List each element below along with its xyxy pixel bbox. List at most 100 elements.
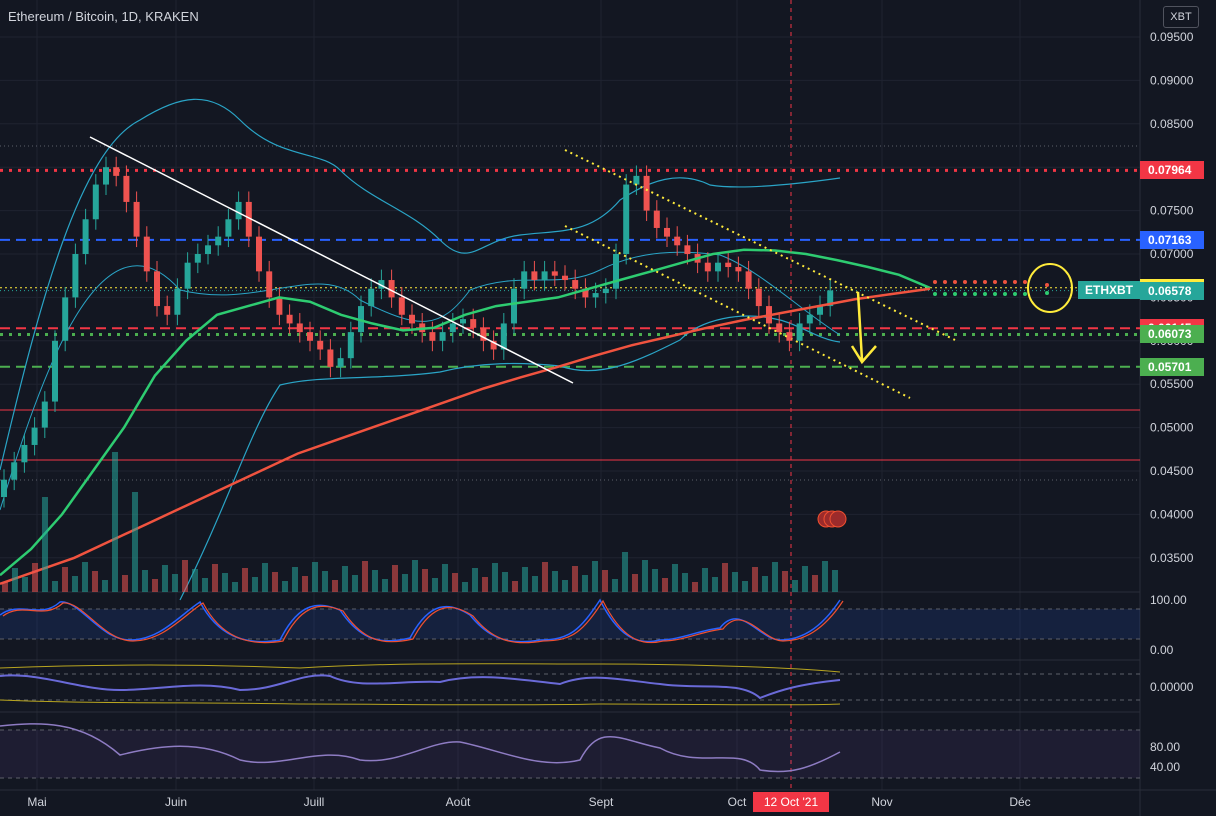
y-tick-label: 0.04000 [1150,507,1194,521]
stoch-tick-label: 0.00 [1150,643,1174,657]
y-tick-label: 0.09500 [1150,30,1194,44]
candle-body [164,306,171,315]
candle-body [52,340,58,402]
symbol-tag: ETHXBT [1078,281,1140,299]
volume-bar [792,580,798,592]
event-marker [829,510,847,528]
volume-bar [772,562,778,592]
volume-bar [572,566,578,592]
x-tick-label: Déc [1009,795,1030,809]
candle-body [643,175,650,211]
rsi-tick-label: 40.00 [1150,760,1180,774]
candle-body [296,323,303,333]
candle-body [245,201,252,237]
volume-bar [342,566,348,592]
volume-bar [582,575,588,592]
candle-body [521,271,528,289]
highlight-circle [1027,263,1073,313]
projection-dot [953,292,957,296]
candle-body [133,201,140,237]
volume-bar [432,578,438,592]
volume-bar [32,563,38,592]
highlight-dot [1045,283,1049,287]
candle-body [31,427,38,445]
volume-bar [282,581,288,592]
volume-bar [662,578,668,592]
candle-body [786,332,793,341]
candle-body [11,462,18,480]
currency-button[interactable]: XBT [1163,6,1199,28]
candle-body [715,262,721,272]
projection-dot [973,292,977,296]
volume-bar [542,562,548,592]
volume-bar [82,562,88,592]
candle-body [378,280,385,289]
volume-bar [452,573,458,592]
x-tick-label: Juill [304,795,325,809]
candle-body [41,401,48,428]
candle-body [755,288,762,307]
volume-bar [642,560,648,592]
projection-dot [1003,292,1007,296]
candle-body [684,245,691,254]
candle-body [827,290,834,307]
candle-body [317,340,324,350]
candle-body [531,271,538,281]
candle-body [184,262,191,289]
candle-body [154,271,160,307]
highlight-dot [1045,291,1049,295]
candle-body [602,288,609,294]
candle-body [266,271,273,298]
rsi-tick-label: 80.00 [1150,740,1180,754]
stoch-k-line [0,598,841,643]
candle-body [174,288,181,315]
candle-body [674,236,681,246]
volume-bar [2,582,8,592]
projection-dot [1013,280,1017,284]
candle-body [143,236,150,272]
price-level-tag: 0.07163 [1140,230,1204,249]
volume-bar [102,580,108,592]
projection-dot [973,280,977,284]
volume-bar [162,565,168,592]
volume-bar [292,567,298,592]
candle-body [276,297,283,315]
candle-body [439,332,446,341]
y-tick-label: 0.05000 [1150,421,1194,435]
price-level-tag: 0.05701 [1140,357,1204,376]
y-tick-label: 0.05500 [1150,377,1194,391]
projection-dot [933,292,937,296]
volume-bar [482,577,488,592]
candle-body [449,323,456,333]
price-level-tag: 0.07964 [1140,161,1204,180]
candle-body [796,323,803,341]
y-tick-label: 0.07500 [1150,204,1194,218]
candle-body [72,254,79,298]
macd-tick-label: 0.00000 [1150,680,1194,694]
macd-upper-band [0,663,841,673]
y-tick-label: 0.03500 [1150,551,1194,565]
volume-bar [742,581,748,592]
chart-title: Ethereum / Bitcoin, 1D, KRAKEN [8,9,199,24]
volume-bar [242,568,248,592]
volume-bar [612,579,618,592]
cursor-date-tag: 12 Oct '21 [753,792,829,812]
volume-bar [172,574,178,592]
candle-body [582,288,589,298]
x-tick-label: Juin [165,795,187,809]
volume-bar [302,576,308,592]
volume-bar [672,564,678,592]
ema-slow-line [0,287,931,585]
volume-bar [812,575,818,592]
volume-bar [112,452,118,592]
projection-dot [983,280,987,284]
target-arrow [850,291,877,365]
candle-body [704,262,711,272]
volume-bar [592,561,598,592]
candle-body [103,167,109,185]
volume-bar [222,573,228,592]
trend-line [89,136,574,384]
volume-bar [522,567,528,592]
volume-bar [712,577,718,592]
